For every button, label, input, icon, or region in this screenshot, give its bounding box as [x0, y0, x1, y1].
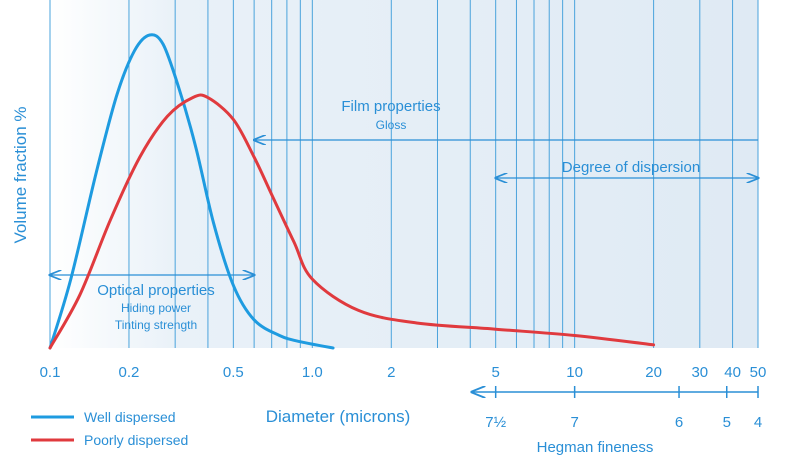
- legend: Well dispersed Poorly dispersed: [31, 409, 188, 448]
- x-tick-label-5: 5: [492, 364, 500, 381]
- hegman-tick-label: 6: [675, 414, 683, 431]
- x-tick-label-40: 40: [724, 364, 741, 381]
- annotation-film-title: Film properties: [341, 98, 440, 115]
- x-tick-label-0.2: 0.2: [119, 364, 140, 381]
- x-tick-labels: 0.1 0.2 0.5 1.0 2 5 10 20 30 40 50: [40, 364, 767, 381]
- hegman-axis: 7½ 7 6 5 4 Hegman fineness: [472, 386, 762, 455]
- hegman-axis-label: Hegman fineness: [537, 439, 654, 455]
- series-group: [48, 33, 656, 350]
- x-tick-label-0.5: 0.5: [223, 364, 244, 381]
- annotation-film-subtitle: Gloss: [376, 118, 407, 132]
- annotation-dispersion-title: Degree of dispersion: [562, 159, 700, 176]
- hegman-tick-label: 7½: [485, 414, 506, 431]
- x-axis-title: Diameter (microns): [266, 407, 411, 426]
- legend-label-0: Well dispersed: [84, 409, 176, 425]
- hegman-tick-label: 4: [754, 414, 762, 431]
- x-tick-label-2: 2: [387, 364, 395, 381]
- legend-label-1: Poorly dispersed: [84, 432, 188, 448]
- x-tick-label-0.1: 0.1: [40, 364, 61, 381]
- hegman-tick-label: 7: [570, 414, 578, 431]
- x-tick-label-30: 30: [691, 364, 708, 381]
- annotation-optical-line-1: Tinting strength: [115, 318, 197, 332]
- x-tick-label-50: 50: [750, 364, 767, 381]
- hegman-tick-label: 5: [723, 414, 731, 431]
- annotation-optical-line-0: Hiding power: [121, 301, 191, 315]
- x-tick-label-20: 20: [645, 364, 662, 381]
- x-tick-label-1.0: 1.0: [302, 364, 323, 381]
- annotation-optical-title: Optical properties: [97, 282, 215, 299]
- series-line-poorly-dispersed: [48, 93, 656, 350]
- y-axis-title: Volume fraction %: [11, 106, 30, 243]
- x-tick-label-10: 10: [566, 364, 583, 381]
- series-line-well-dispersed: [48, 33, 335, 350]
- annotations: Film properties Gloss Degree of dispersion…: [50, 98, 758, 332]
